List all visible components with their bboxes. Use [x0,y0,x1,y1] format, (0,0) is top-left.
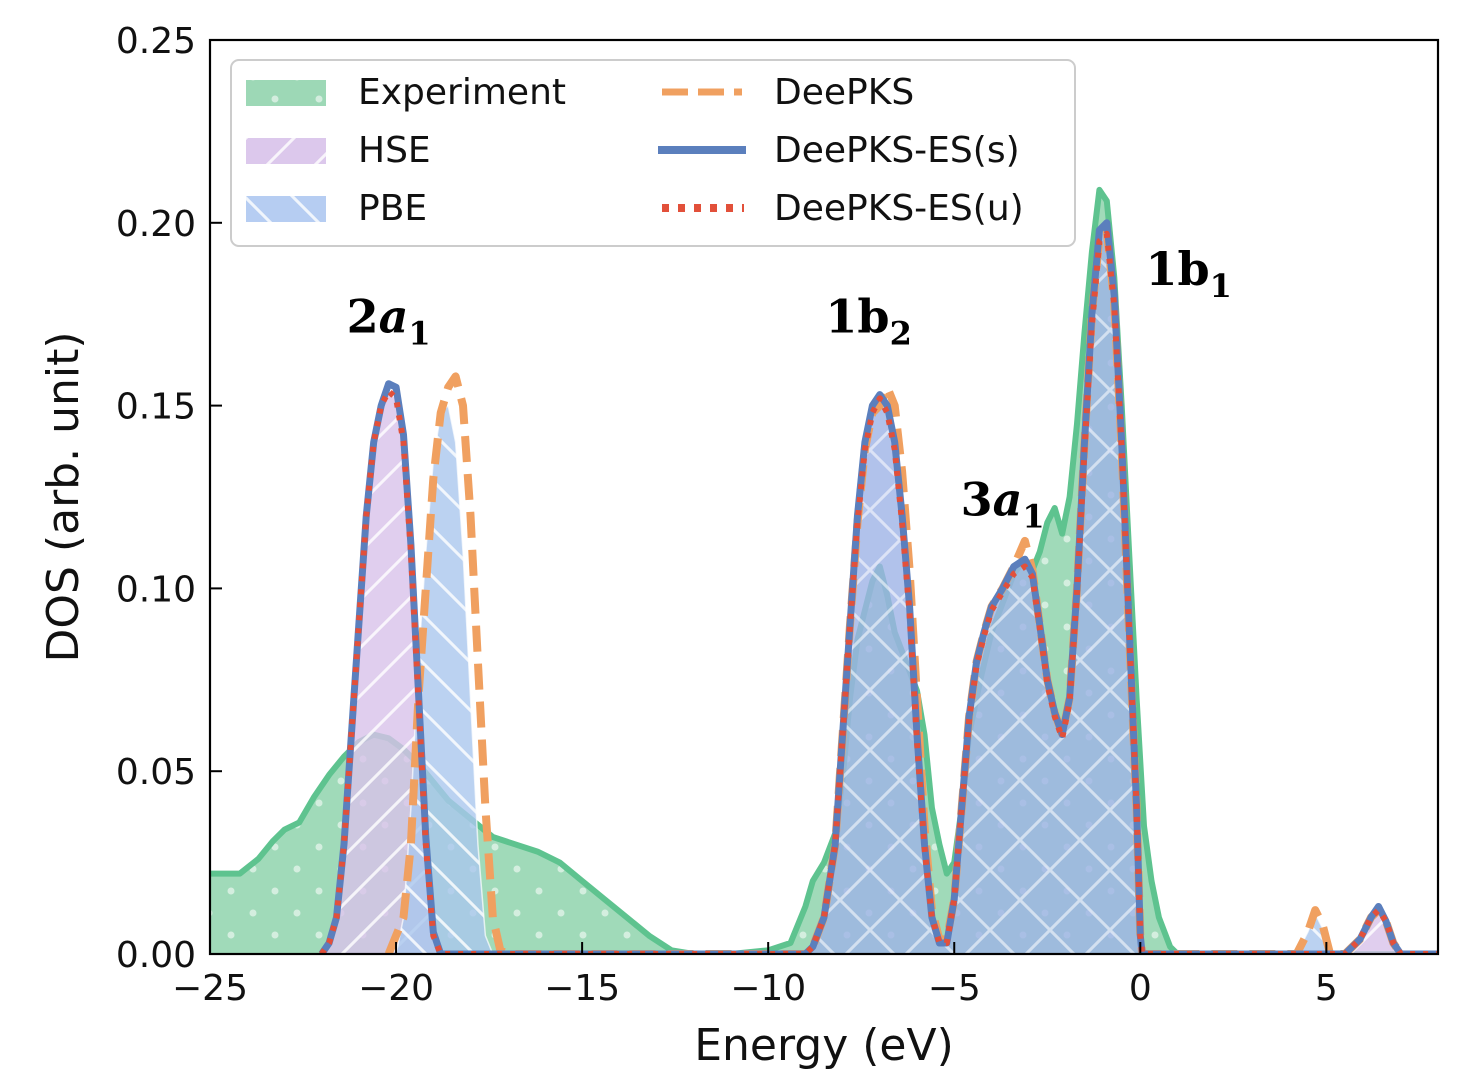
legend-swatch-pbe-pattern [246,196,326,222]
x-tick-label: −15 [544,968,620,1009]
legend-frame [230,59,1076,247]
x-tick-label: −25 [172,968,248,1009]
peak-label: 2a1 [347,289,431,352]
peak-label-base: 1b [1145,242,1209,296]
y-tick-label: 0.10 [116,569,196,610]
legend-label-es-s: DeePKS-ES(s) [774,130,1020,171]
peak-label: 1b1 [1145,242,1231,305]
peak-label-base: 1b [825,289,889,343]
legend-swatch-experiment-pattern [246,80,326,106]
x-tick-label: −20 [358,968,434,1009]
series-layer [210,186,1438,954]
y-axis-label: DOS (arb. unit) [38,332,89,663]
legend-label-hse: HSE [358,130,431,171]
axis-ticks: −25 −20 −15 −10 −5 0 5 0.00 0.05 0.10 0.15 0.20 0.25 [116,21,1338,1009]
x-tick-label: −5 [928,968,981,1009]
x-axis-label: Energy (eV) [694,1020,954,1071]
series-deepks-es-u-line [319,230,1438,954]
plot-frame [208,38,1440,956]
peak-label-subscript: 1 [1210,267,1232,305]
legend-label-es-u: DeePKS-ES(u) [774,188,1024,229]
y-tick-label: 0.00 [116,935,196,976]
peak-label-italic: a [993,472,1023,526]
legend-label-deepks: DeePKS [774,72,914,113]
peak-label-subscript: 1 [1022,497,1044,535]
peak-label: 1b2 [825,289,911,352]
peak-label-base: 3 [961,472,993,526]
peak-label-italic: a [379,289,409,343]
series-deepks-es-s-fill-hatch [805,222,1143,954]
x-tick-label: 0 [1129,968,1152,1009]
y-tick-label: 0.20 [116,204,196,245]
legend-label-pbe: PBE [358,188,427,229]
legend-swatch-hse-pattern [246,138,326,164]
peak-label: 3a1 [961,472,1045,535]
peak-label-base: 2 [347,289,379,343]
peak-label-subscript: 2 [890,314,912,352]
y-tick-label: 0.15 [116,387,196,428]
x-tick-label: 5 [1315,968,1338,1009]
y-tick-label: 0.05 [116,752,196,793]
peak-label-subscript: 1 [408,314,430,352]
legend-label-experiment: Experiment [358,72,566,113]
x-tick-label: −10 [730,968,806,1009]
y-tick-label: 0.25 [116,21,196,62]
legend: Experiment HSE PBE DeePKS DeePKS-ES(s) D… [230,59,1076,247]
